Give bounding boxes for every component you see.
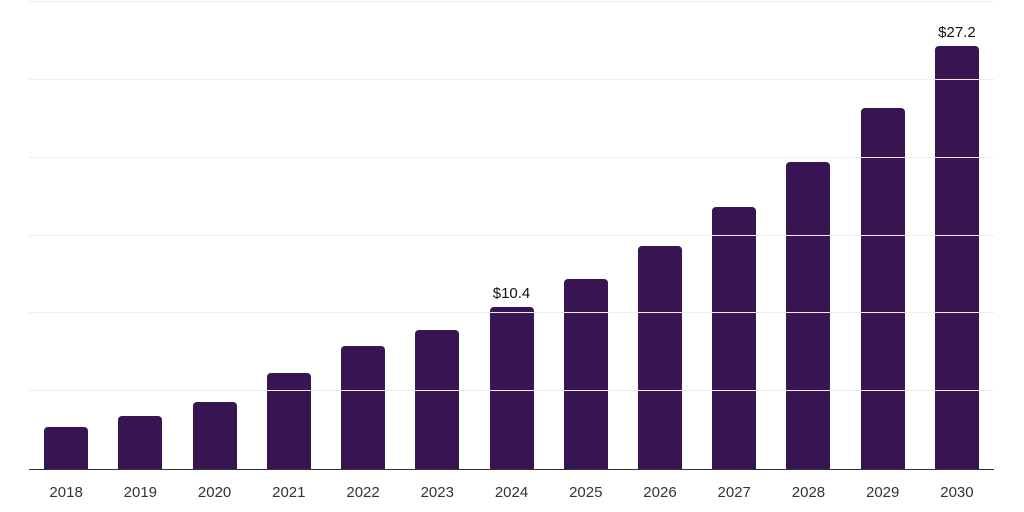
x-tick-label-2021: 2021 — [272, 484, 306, 501]
bar-slot — [177, 2, 251, 469]
bar-slot — [846, 2, 920, 469]
x-tick-label-2028: 2028 — [791, 484, 826, 501]
data-label-2030: $27.2 — [938, 23, 976, 41]
x-tick-label-2023: 2023 — [420, 484, 454, 501]
gridline — [29, 312, 994, 314]
plot-area: $10.4 $27.2 — [29, 1, 994, 470]
bar-2024 — [489, 307, 534, 469]
x-tick-label-2025: 2025 — [569, 484, 603, 501]
bar-2026 — [637, 246, 682, 469]
bar-2027 — [712, 207, 757, 469]
bar-slot — [326, 2, 400, 469]
x-tick-label-2020: 2020 — [197, 484, 232, 501]
x-tick-label-2030: 2030 — [940, 484, 974, 501]
gridline — [29, 234, 994, 236]
x-tick-label-2019: 2019 — [123, 484, 158, 501]
bar-2029 — [860, 107, 905, 469]
bar-slot — [697, 2, 771, 469]
bar-2021 — [266, 372, 311, 469]
bar-slot — [103, 2, 177, 469]
gridline — [29, 1, 994, 2]
x-tick-label-2018: 2018 — [49, 484, 83, 501]
bar-2023 — [415, 330, 460, 469]
bar-slot — [400, 2, 474, 469]
bar-2028 — [786, 162, 831, 469]
bar-slot — [623, 2, 697, 469]
gridline — [29, 156, 994, 158]
gridline — [29, 390, 994, 392]
x-axis-labels: 2018 2019 2020 2021 2022 2023 2024 2025 2026 2027… — [29, 484, 994, 502]
bar-slot: $27.2 — [920, 2, 994, 469]
x-tick-label-2022: 2022 — [346, 484, 380, 501]
bar-2019 — [118, 416, 163, 469]
bar-slot: $10.4 — [474, 2, 548, 469]
bar-2025 — [563, 279, 608, 469]
x-tick-label-2024: 2024 — [494, 484, 529, 501]
bar-slot — [549, 2, 623, 469]
gridline — [29, 78, 994, 80]
bar-slot — [771, 2, 845, 469]
bar-2022 — [341, 346, 386, 469]
bar-2020 — [192, 402, 237, 469]
bar-slot — [252, 2, 326, 469]
x-tick-label-2029: 2029 — [866, 484, 900, 501]
bar-slot — [29, 2, 103, 469]
bar-2018 — [44, 426, 89, 469]
x-tick-label-2027: 2027 — [717, 484, 751, 501]
x-tick-label-2026: 2026 — [643, 484, 677, 501]
bar-2030 — [934, 45, 979, 469]
data-label-2024: $10.4 — [492, 285, 531, 303]
bars-layer: $10.4 $27.2 — [29, 2, 994, 469]
